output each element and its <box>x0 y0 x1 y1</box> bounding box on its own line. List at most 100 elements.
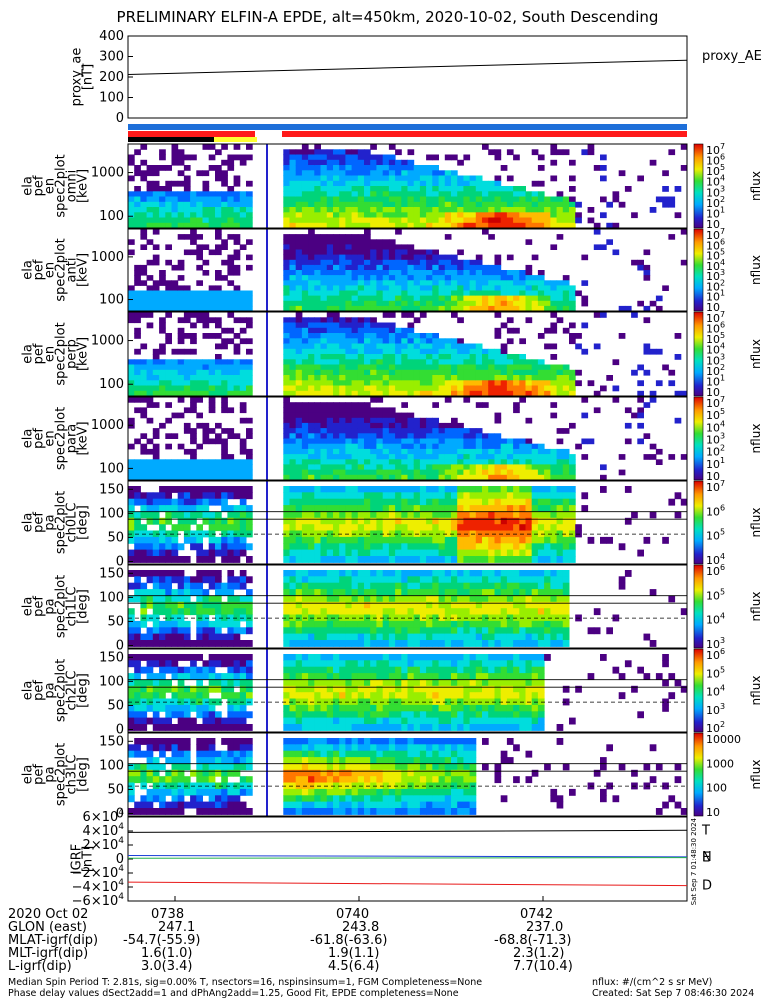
spectrogram-cell <box>525 305 533 312</box>
spectrogram-cell <box>146 180 154 187</box>
spectrogram-cell <box>159 486 166 493</box>
spectrogram-cell <box>183 186 191 192</box>
spectrogram-cell <box>140 608 148 616</box>
spectrogram-cell <box>159 422 166 429</box>
spectrogram-cell <box>537 270 545 276</box>
spectrogram-cell <box>432 536 439 544</box>
spectrogram-cell <box>190 407 197 414</box>
spectrogram-cell <box>438 180 446 187</box>
spectrogram-cell <box>419 390 427 397</box>
spectrogram-cell <box>339 196 346 203</box>
spectrogram-cell <box>426 608 433 616</box>
spectrogram-cell <box>364 254 371 261</box>
spectrogram-cell <box>308 249 315 256</box>
spectrogram-cell <box>494 536 502 544</box>
spectrogram-cell <box>183 300 191 307</box>
spectrogram-cell <box>413 556 421 563</box>
spectrogram-cell <box>600 464 607 471</box>
spectrogram-cell <box>239 380 247 387</box>
spectrogram-cell <box>637 422 644 429</box>
spectrogram-cell <box>146 601 154 609</box>
spectrogram-cell <box>227 640 235 647</box>
colorbar-unit: nflux <box>749 339 763 369</box>
spectrogram-cell <box>177 264 185 271</box>
spectrogram-cell <box>525 524 533 532</box>
spectrogram-cell <box>351 417 359 424</box>
spectrogram-cell <box>388 300 396 307</box>
spectrogram-cell <box>388 443 396 450</box>
spectrogram-cell <box>171 505 179 512</box>
spectrogram-cell <box>537 390 545 397</box>
spectrogram-cell <box>469 385 477 392</box>
spectrogram-cell <box>550 464 558 471</box>
spectrogram-cell <box>221 217 228 224</box>
spectrogram-cell <box>488 264 495 271</box>
spectrogram-cell <box>364 511 371 519</box>
spectrogram-cell <box>227 201 235 208</box>
colorbar-tick-exponent: 1 <box>720 289 725 298</box>
spectrogram-cell <box>202 333 210 339</box>
spectrogram-cell <box>382 300 390 307</box>
spectrogram-cell <box>227 359 235 366</box>
spectrogram-cell <box>513 633 520 641</box>
spectrogram-cell <box>128 633 135 641</box>
spectrogram-cell <box>531 469 539 476</box>
spectrogram-cell <box>469 207 477 213</box>
spectrogram-cell <box>159 149 166 156</box>
spectrogram-cell <box>295 608 303 616</box>
spectrogram-cell <box>395 201 402 208</box>
spectrogram-cell <box>513 217 520 224</box>
spectrogram-cell <box>556 505 564 512</box>
spectrogram-cell <box>457 249 464 256</box>
spectrogram-cell <box>283 165 290 171</box>
spectrogram-cell <box>308 517 315 525</box>
spectrogram-cell <box>401 524 408 532</box>
spectrogram-cell <box>333 438 340 445</box>
spectrogram-cell <box>190 322 197 329</box>
spectrogram-cell <box>339 543 346 551</box>
spectrogram-cell <box>438 633 446 641</box>
spectrogram-cell <box>183 222 191 229</box>
spectrogram-cell <box>134 717 141 725</box>
spectrogram-cell <box>165 511 172 519</box>
spectrogram-cell <box>357 217 365 224</box>
spectrogram-cell <box>413 640 421 647</box>
spectrogram-cell <box>426 582 433 590</box>
spectrogram-cell <box>295 375 303 381</box>
spectrogram-cell <box>183 317 191 324</box>
spectrogram-cell <box>469 290 477 297</box>
spectrogram-cell <box>339 595 346 603</box>
spectrogram-cell <box>159 717 166 725</box>
spectrogram-cell <box>283 300 290 307</box>
spectrogram-cell <box>314 390 321 397</box>
spectrogram-cell <box>301 217 309 224</box>
spectrogram-cell <box>531 201 539 208</box>
spectrogram-cell <box>289 454 297 460</box>
spectrogram-cell <box>183 364 191 371</box>
spectrogram-cell <box>233 364 241 371</box>
spectrogram-cell <box>475 474 483 481</box>
spectrogram-cell <box>295 359 303 366</box>
spectrogram-cell <box>289 280 297 286</box>
spectrogram-cell <box>451 443 458 450</box>
spectrogram-cell <box>320 170 328 177</box>
spectrogram-cell <box>488 390 495 397</box>
spectrogram-cell <box>165 244 172 250</box>
spectrogram-cell <box>301 627 309 635</box>
spectrogram-cell <box>494 186 502 192</box>
spectrogram-cell <box>432 511 439 519</box>
spectrogram-cell <box>227 207 235 213</box>
spectrogram-cell <box>494 380 502 387</box>
spectrogram-cell <box>202 180 210 187</box>
spectrogram-cell <box>600 244 607 250</box>
spectrogram-cell <box>413 443 421 450</box>
spectrogram-cell <box>233 486 241 493</box>
spectrogram-cell <box>227 364 235 371</box>
spectrogram-cell <box>301 327 309 334</box>
spectrogram-cell <box>500 207 508 213</box>
spectrogram-cell <box>544 614 551 622</box>
spectrogram-cell <box>376 640 384 647</box>
spectrogram-cell <box>419 295 427 302</box>
spectrogram-cell <box>519 443 526 450</box>
spectrogram-cell <box>376 556 384 563</box>
